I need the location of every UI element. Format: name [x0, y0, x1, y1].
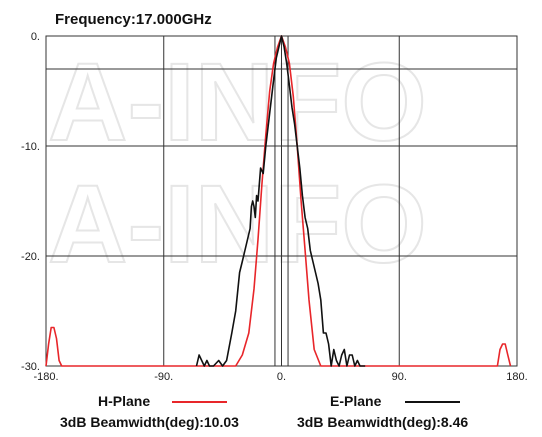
watermark-text-2: A-INFO	[48, 163, 427, 286]
legend: H-Plane 3dB Beamwidth(deg):10.03 E-Plane…	[60, 393, 468, 430]
x-tick-label: -180.	[33, 371, 58, 383]
beamwidth-e-plane: 3dB Beamwidth(deg):8.46	[297, 414, 468, 430]
x-tick-label: 180.	[506, 371, 527, 383]
x-tick-label: -90.	[154, 371, 173, 383]
x-tick-label: 90.	[392, 371, 407, 383]
axis-ticks: -180. -90. 0. 90. 180. 0. -10. -20. -30.	[21, 31, 528, 383]
series-lines	[45, 35, 512, 367]
beamwidth-h-plane: 3dB Beamwidth(deg):10.03	[60, 414, 239, 430]
watermark: A-INFO A-INFO	[47, 40, 428, 287]
y-tick-label: 0.	[31, 31, 40, 43]
y-tick-label: -10.	[21, 141, 40, 153]
series-line-h-plane	[45, 35, 512, 367]
chart-title: Frequency:17.000GHz	[55, 11, 212, 28]
series-line-e-plane	[195, 35, 366, 367]
x-tick-label: 0.	[277, 371, 286, 383]
y-tick-label: -30.	[21, 361, 40, 373]
legend-label-e-plane: E-Plane	[330, 393, 382, 409]
grid	[46, 36, 517, 366]
legend-label-h-plane: H-Plane	[98, 393, 150, 409]
watermark-text-1: A-INFO	[48, 41, 427, 164]
y-tick-label: -20.	[21, 251, 40, 263]
